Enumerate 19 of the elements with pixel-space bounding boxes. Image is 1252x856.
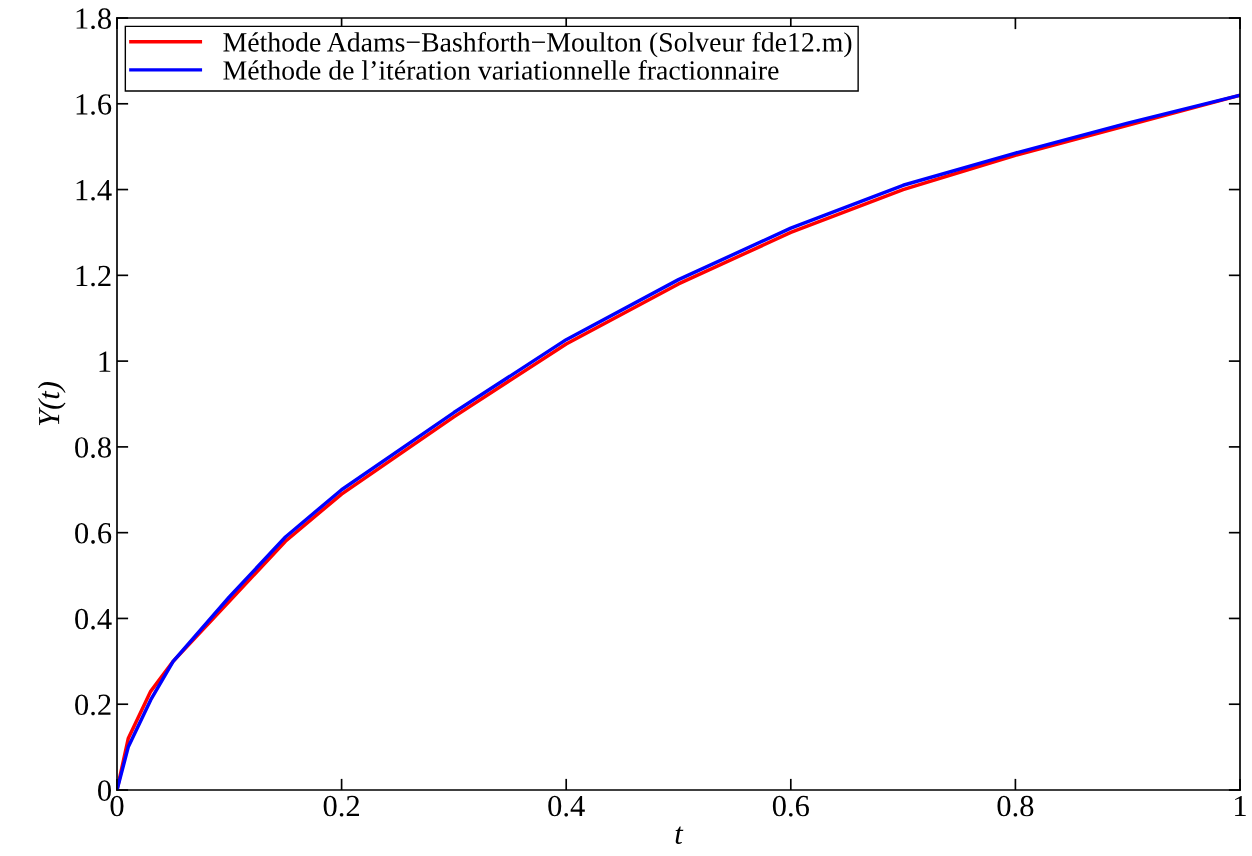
y-axis-title: Y(t) — [37, 382, 66, 426]
legend-label: Méthode Adams−Bashforth−Moulton (Solveur fde12.m) — [223, 31, 852, 58]
y-tick-label: 0.8 — [75, 437, 111, 458]
y-tick-label: 1 — [99, 351, 111, 372]
x-tick-label: 0.2 — [323, 795, 360, 817]
y-tick-label: 1.8 — [76, 8, 111, 30]
legend-label: Méthode de l’itération variationnelle fractionnaire — [223, 60, 779, 80]
y-tick-label: 0.2 — [75, 694, 111, 716]
x-axis-title: t — [675, 826, 684, 845]
y-tick-label: 0.4 — [75, 608, 112, 630]
y-tick-label: 0 — [98, 780, 111, 801]
y-tick-label: 1.2 — [76, 265, 111, 287]
y-tick-label: 0.6 — [75, 522, 112, 544]
y-tick-label: 1.6 — [76, 94, 112, 115]
y-tick-label: 1.4 — [76, 179, 112, 201]
x-tick-label: 1 — [1235, 795, 1246, 817]
x-tick-label: 0.6 — [772, 795, 809, 817]
x-tick-label: 0.8 — [997, 795, 1034, 817]
x-tick-label: 0.4 — [548, 795, 585, 817]
